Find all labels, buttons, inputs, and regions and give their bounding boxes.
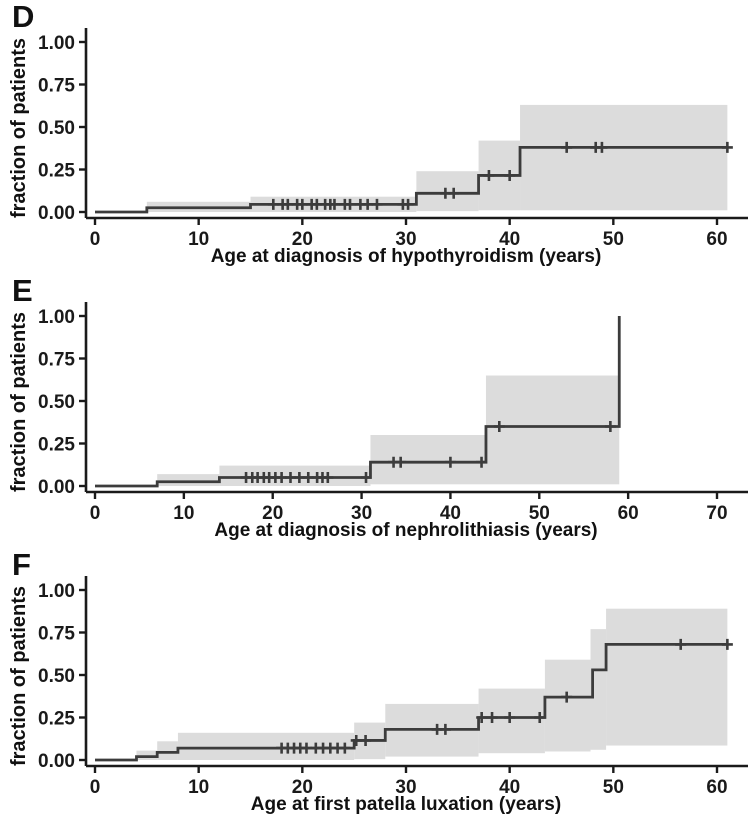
svg-text:1.00: 1.00: [38, 581, 75, 602]
svg-text:40: 40: [440, 503, 461, 524]
svg-text:10: 10: [173, 503, 194, 524]
km-plot-patella-luxation: 0 10 20 30 40 50 60 0.00 0.25 0.50 0.75 1.00: [38, 576, 748, 798]
svg-text:0.25: 0.25: [38, 709, 75, 730]
svg-text:0.25: 0.25: [38, 161, 75, 182]
svg-text:1.00: 1.00: [38, 33, 75, 54]
svg-text:0.00: 0.00: [38, 477, 75, 498]
x-axis-title: Age at diagnosis of hypothyroidism (year…: [210, 246, 602, 267]
svg-text:0.00: 0.00: [38, 203, 75, 224]
x-axis-title: Age at diagnosis of nephrolithiasis (yea…: [214, 520, 598, 541]
svg-text:70: 70: [706, 503, 727, 524]
svg-text:60: 60: [706, 229, 727, 250]
km-plot-nephrolithiasis: 0 10 20 30 40 50 60 70 0.00 0.25 0.50 0.75 1.00: [38, 302, 748, 524]
svg-text:60: 60: [706, 777, 727, 798]
svg-text:30: 30: [395, 777, 416, 798]
svg-text:0: 0: [90, 777, 101, 798]
svg-text:0.75: 0.75: [38, 624, 75, 645]
svg-text:20: 20: [262, 503, 283, 524]
svg-text:30: 30: [395, 229, 416, 250]
svg-text:0.50: 0.50: [38, 666, 75, 687]
panel-label-d: D: [12, 0, 35, 34]
svg-text:0.25: 0.25: [38, 435, 75, 456]
panel-label-f: F: [12, 547, 31, 582]
svg-text:60: 60: [618, 503, 639, 524]
svg-text:40: 40: [499, 229, 520, 250]
svg-text:50: 50: [529, 503, 550, 524]
panel-hypothyroidism: D fraction of patients 0 10 20 30 40 50 60 0.00…: [0, 0, 750, 274]
svg-text:30: 30: [351, 503, 372, 524]
svg-text:50: 50: [603, 229, 624, 250]
svg-text:0.00: 0.00: [38, 751, 75, 772]
svg-text:0: 0: [90, 229, 101, 250]
panel-patella-luxation: F fraction of patients 0 10 20 30 40 50 60 0.00…: [0, 547, 750, 824]
svg-text:40: 40: [499, 777, 520, 798]
svg-text:0.75: 0.75: [38, 76, 75, 97]
svg-text:50: 50: [603, 777, 624, 798]
panel-label-e: E: [12, 273, 33, 308]
km-plot-hypothyroidism: 0 10 20 30 40 50 60 0.00 0.25 0.50 0.75 1.00: [38, 28, 748, 250]
svg-text:1.00: 1.00: [38, 307, 75, 328]
svg-text:0: 0: [90, 503, 101, 524]
panel-nephrolithiasis: E fraction of patients 0 10 20 30 40 50 60 70 0.…: [0, 273, 750, 548]
svg-text:0.50: 0.50: [38, 118, 75, 139]
svg-text:20: 20: [292, 229, 313, 250]
svg-text:0.50: 0.50: [38, 392, 75, 413]
svg-text:10: 10: [188, 777, 209, 798]
svg-text:0.75: 0.75: [38, 350, 75, 371]
svg-text:10: 10: [188, 229, 209, 250]
x-axis-title: Age at first patella luxation (years): [250, 794, 562, 815]
svg-text:20: 20: [292, 777, 313, 798]
